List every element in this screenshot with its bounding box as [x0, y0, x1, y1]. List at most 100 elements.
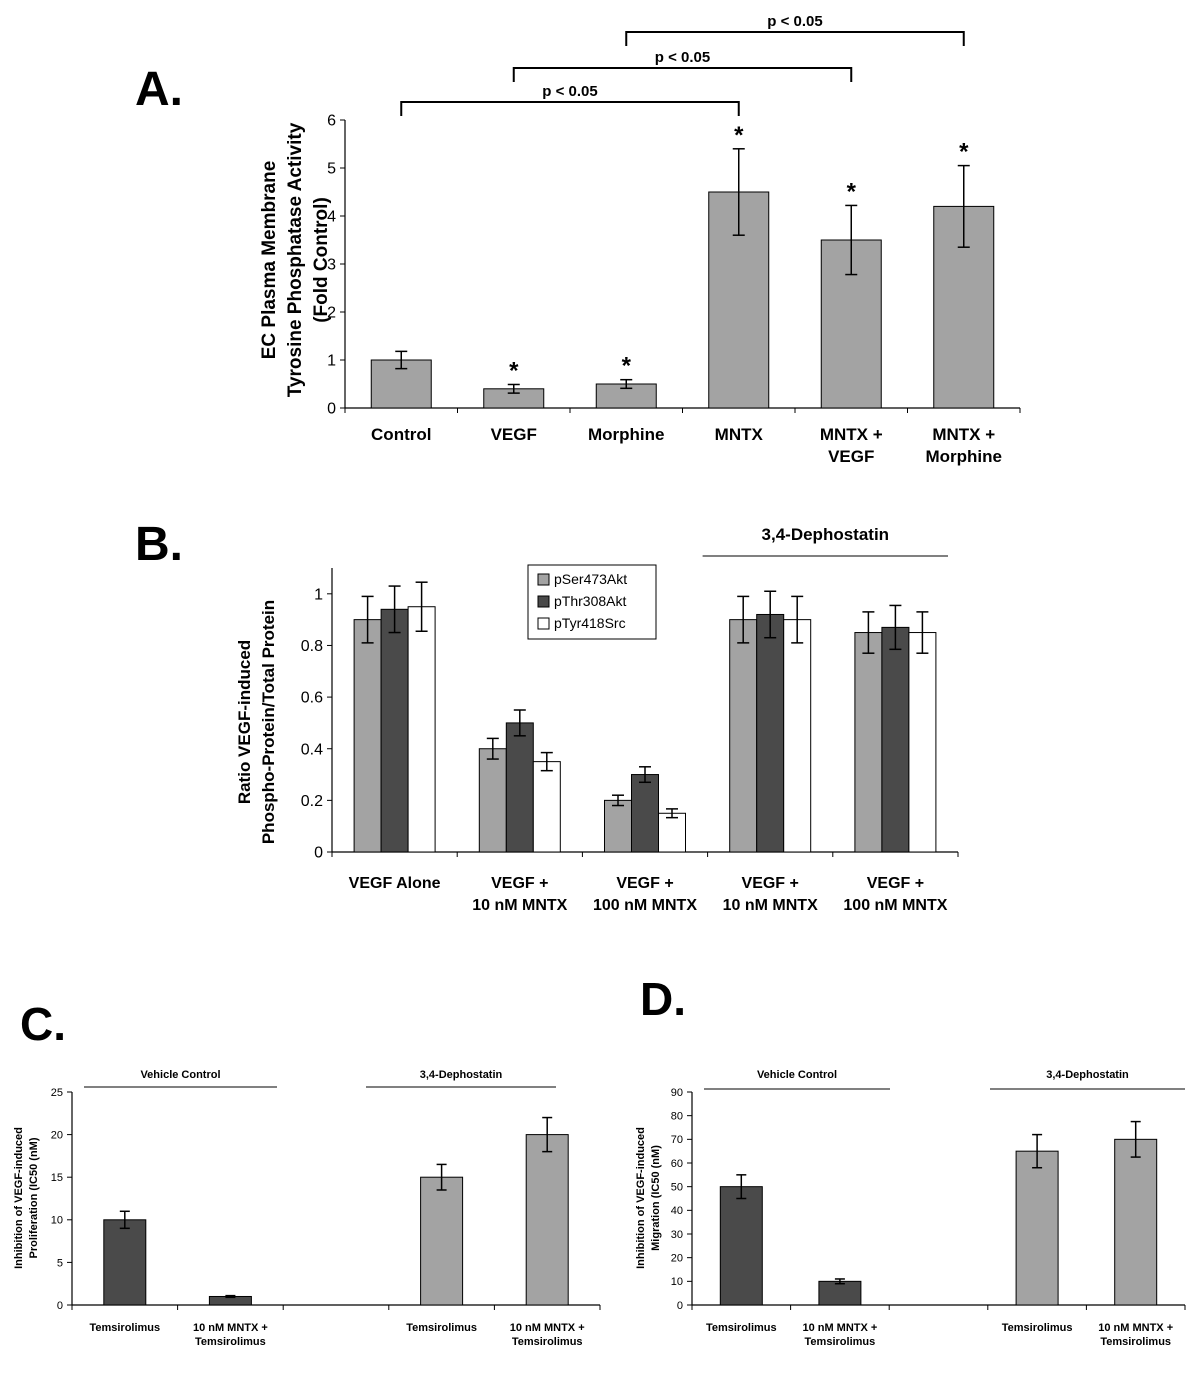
bar [631, 774, 659, 853]
panel-letter: B. [135, 518, 183, 571]
significance-star: * [734, 122, 744, 149]
significance-star: * [622, 353, 632, 380]
y-tick-label: 90 [671, 1087, 683, 1099]
x-tick-label: MNTX [715, 425, 764, 444]
y-tick-label: 20 [51, 1129, 63, 1141]
bar [729, 619, 758, 853]
x-tick-label: Temsirolimus [1002, 1322, 1073, 1334]
x-tick-label: Temsirolimus [805, 1336, 876, 1348]
x-tick-label: VEGF + [742, 875, 799, 892]
y-axis-label-line: Tyrosine Phosphatase Activity [285, 122, 306, 397]
x-tick-label: 100 nM MNTX [593, 897, 697, 914]
panel-letter: D. [640, 973, 686, 1025]
x-tick-label: VEGF [828, 447, 874, 466]
legend-label: pThr308Akt [554, 593, 626, 609]
bar [525, 1134, 569, 1306]
y-axis-label-line: Inhibition of VEGF-induced [635, 1127, 647, 1269]
x-tick-label: Temsirolimus [406, 1322, 477, 1334]
y-tick-label: 60 [671, 1158, 683, 1170]
x-tick-label: VEGF Alone [349, 875, 441, 892]
y-tick-label: 2 [327, 305, 336, 322]
bar [908, 632, 937, 853]
x-tick-label: 10 nM MNTX [723, 897, 818, 914]
legend-label: pSer473Akt [554, 571, 627, 587]
y-tick-label: 50 [671, 1182, 683, 1194]
significance-bracket [512, 67, 853, 82]
x-tick-label: VEGF + [491, 875, 548, 892]
y-axis-label-line: Inhibition of VEGF-induced [13, 1127, 25, 1269]
bar [380, 608, 409, 853]
y-axis-label-line: EC Plasma Membrane [259, 161, 280, 360]
bar [407, 606, 436, 853]
significance-star: * [959, 139, 969, 166]
x-tick-label: Temsirolimus [706, 1322, 777, 1334]
significance-label: p < 0.05 [767, 13, 822, 30]
bar [756, 613, 785, 853]
y-tick-label: 5 [57, 1257, 63, 1269]
significance-bracket [625, 31, 965, 46]
y-tick-label: 30 [671, 1229, 683, 1241]
y-tick-label: 0 [327, 401, 336, 418]
y-axis-label: Ratio VEGF-induced Phospho-Protein/Total … [235, 600, 278, 844]
bar [818, 1280, 862, 1306]
significance-bracket [400, 101, 740, 116]
y-axis-label-line: Migration (IC50 (nM) [650, 1145, 662, 1251]
y-axis-label-line: Proliferation (IC50 (nM) [28, 1137, 40, 1258]
x-tick-label: 10 nM MNTX + [802, 1322, 877, 1334]
y-tick-label: 6 [327, 113, 336, 130]
x-tick-label: VEGF + [867, 875, 924, 892]
bar [783, 619, 812, 853]
bar [505, 722, 534, 853]
y-tick-label: 0 [677, 1300, 683, 1312]
y-tick-label: 10 [671, 1276, 683, 1288]
legend-label: pTyr418Src [554, 615, 626, 631]
y-tick-label: 0.2 [301, 793, 323, 810]
y-tick-label: 15 [51, 1172, 63, 1184]
y-tick-label: 20 [671, 1253, 683, 1265]
y-axis-label-line: (Fold Control) [311, 197, 332, 323]
y-axis-label-line: Ratio VEGF-induced [235, 640, 254, 804]
y-axis-label-line: Phospho-Protein/Total Protein [259, 600, 278, 844]
bar [719, 1186, 763, 1306]
x-tick-label: 100 nM MNTX [843, 897, 947, 914]
x-tick-label: Control [371, 425, 431, 444]
x-tick-label: Temsirolimus [195, 1336, 266, 1348]
bar [478, 748, 507, 853]
panel-a-chart: A. 0 1 2 3 4 5 6 Control VEGF Morphine MNTX MNTX + VE… [135, 13, 1021, 466]
y-tick-label: 5 [327, 161, 336, 178]
y-tick-label: 0.6 [301, 690, 323, 707]
panel-c-chart: C. 0 5 10 15 20 25 Temsirolimus 10 nM MNTX + Tems… [13, 998, 601, 1348]
legend-swatch [537, 573, 550, 586]
y-tick-label: 0.8 [301, 638, 323, 655]
x-tick-label: 10 nM MNTX + [1098, 1322, 1173, 1334]
significance-label: p < 0.05 [655, 49, 710, 66]
bar [420, 1176, 464, 1306]
bar [604, 799, 632, 853]
y-tick-label: 4 [327, 209, 336, 226]
x-tick-label: VEGF [491, 425, 537, 444]
group-label: 3,4-Dephostatin [420, 1069, 503, 1081]
panel-d-chart: D. 0 10 20 30 40 50 60 70 80 90 Temsirolimus 10 nM M… [635, 973, 1186, 1348]
y-tick-label: 25 [51, 1087, 63, 1099]
x-tick-label: MNTX + [820, 425, 883, 444]
bar [881, 626, 910, 853]
significance-star: * [847, 178, 857, 205]
y-tick-label: 1 [327, 353, 336, 370]
panel-letter: A. [135, 63, 183, 116]
x-tick-label: 10 nM MNTX [472, 897, 567, 914]
bar [103, 1219, 147, 1306]
bar [854, 632, 883, 853]
legend-swatch [537, 595, 550, 608]
x-tick-label: Morphine [588, 425, 665, 444]
y-axis-label: Inhibition of VEGF-induced Proliferation … [13, 1127, 40, 1269]
x-tick-label: Temsirolimus [512, 1336, 583, 1348]
group-label: Vehicle Control [757, 1069, 837, 1081]
x-tick-label: 10 nM MNTX + [510, 1322, 585, 1334]
x-tick-label: Temsirolimus [1100, 1336, 1171, 1348]
significance-star: * [509, 357, 519, 384]
y-axis-label: EC Plasma Membrane Tyrosine Phosphatase A… [259, 122, 332, 397]
x-tick-label: MNTX + [932, 425, 995, 444]
bar [658, 812, 686, 853]
y-tick-label: 0 [314, 845, 323, 862]
